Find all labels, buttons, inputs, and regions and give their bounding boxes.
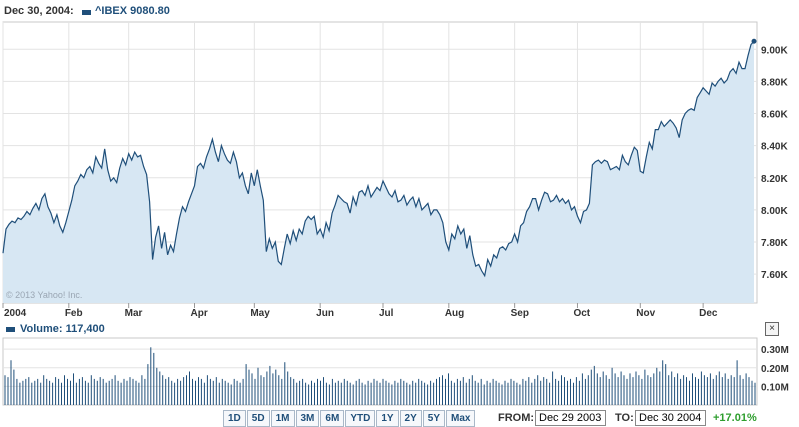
x-tick-label: Apr <box>190 308 207 319</box>
header-date: Dec 30, 2004: <box>4 5 74 17</box>
range-button-5d[interactable]: 5D <box>246 410 270 427</box>
x-axis: 2004 Feb Mar Apr May Jun Jul Aug Sep Oct Nov Dec <box>2 303 718 319</box>
x-tick-label: Mar <box>125 308 143 319</box>
x-tick-label: May <box>250 308 270 319</box>
x-tick-label: Feb <box>65 308 83 319</box>
range-button-max[interactable]: Max <box>446 410 476 427</box>
chart-header: Dec 30, 2004: ^IBEX 9080.80 <box>0 0 799 22</box>
copyright-text: © 2013 Yahoo! Inc. <box>6 290 82 300</box>
x-tick-label: Dec <box>699 308 718 319</box>
header-symbol-value: ^IBEX 9080.80 <box>95 5 170 17</box>
y-tick-label: 8.00K <box>761 206 788 217</box>
y-axis: 7.60K 7.80K 8.00K 8.20K 8.40K 8.60K 8.80K 9.00K <box>761 45 788 281</box>
y-tick-label: 8.80K <box>761 77 788 88</box>
x-tick-label: Nov <box>636 308 655 319</box>
y-tick-label: 7.80K <box>761 238 788 249</box>
close-volume-button[interactable]: × <box>765 322 779 336</box>
to-date-input[interactable]: Dec 30 2004 <box>635 410 706 426</box>
range-button-2y[interactable]: 2Y <box>399 410 422 427</box>
from-date-input[interactable]: Dec 29 2003 <box>535 410 606 426</box>
range-button-6m[interactable]: 6M <box>320 410 345 427</box>
range-button-5y[interactable]: 5Y <box>422 410 446 427</box>
range-button-1y[interactable]: 1Y <box>376 410 399 427</box>
volume-label: Volume: 117,400 <box>20 323 105 335</box>
x-tick-label: 2004 <box>4 308 27 319</box>
x-tick-label: Jul <box>379 308 394 319</box>
range-selector: 1D 5D 1M 3M 6M YTD 1Y 2Y 5Y Max <box>223 410 476 427</box>
x-tick-label: Sep <box>511 308 529 319</box>
range-button-3m[interactable]: 3M <box>295 410 320 427</box>
from-label: FROM: <box>498 412 535 424</box>
y-tick-label: 8.20K <box>761 174 788 185</box>
to-label: TO: <box>615 412 634 424</box>
y-tick-label: 8.40K <box>761 142 788 153</box>
volume-tick-label: 0.20M <box>761 364 789 375</box>
volume-tick-label: 0.10M <box>761 382 789 393</box>
price-area-fill <box>3 41 754 304</box>
x-tick-label: Oct <box>573 308 590 319</box>
price-area <box>2 38 757 304</box>
series-swatch-icon <box>82 10 91 15</box>
volume-tick-label: 0.30M <box>761 345 789 356</box>
price-line <box>2 40 755 278</box>
volume-swatch-icon <box>6 327 15 332</box>
y-tick-label: 7.60K <box>761 270 788 281</box>
last-point-marker <box>751 38 757 44</box>
volume-bars <box>4 347 756 405</box>
y-tick-label: 8.60K <box>761 110 788 121</box>
range-button-1d[interactable]: 1D <box>223 410 246 427</box>
volume-axis: 0.10M 0.20M 0.30M <box>761 345 789 393</box>
range-button-ytd[interactable]: YTD <box>345 410 376 427</box>
change-percent: +17.01% <box>713 412 757 424</box>
y-tick-label: 9.00K <box>761 45 788 56</box>
x-tick-label: Aug <box>445 308 464 319</box>
range-button-1m[interactable]: 1M <box>270 410 295 427</box>
x-tick-label: Jun <box>316 308 334 319</box>
